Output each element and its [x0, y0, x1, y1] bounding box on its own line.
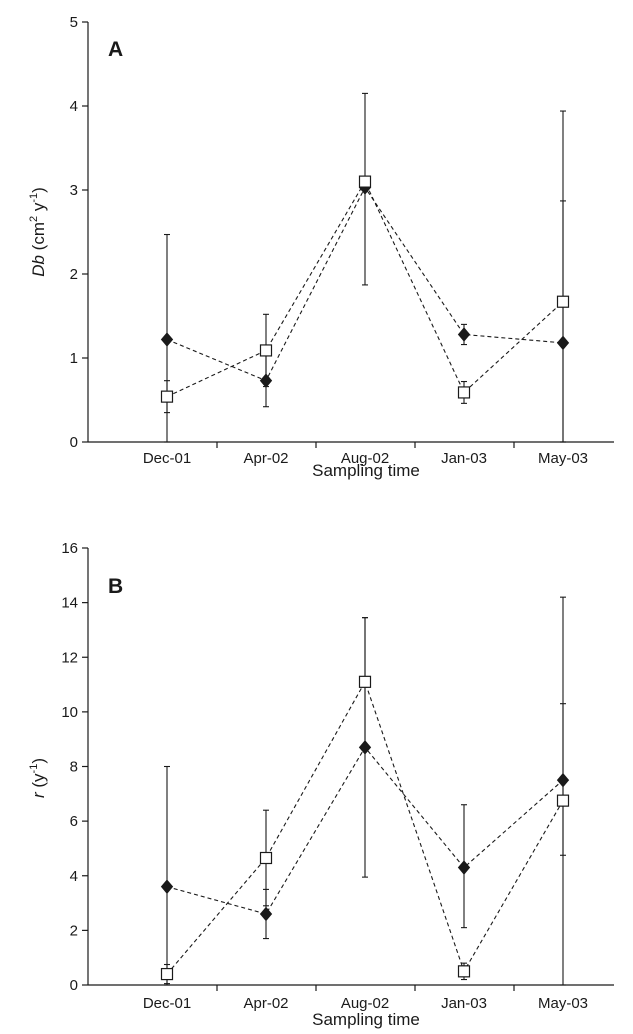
y-tick-label: 4 [70, 98, 78, 115]
series-line-2 [166, 680, 564, 975]
y-axis-title-part: ) [29, 187, 48, 193]
y-axis-title-part: y [29, 202, 48, 216]
y-axis-title: Db (cm2 y-1) [28, 187, 48, 277]
data-point-square [160, 390, 174, 403]
y-tick-label: 2 [70, 922, 78, 939]
y-tick-label: 2 [70, 266, 78, 283]
x-tick-label: Dec-01 [143, 450, 191, 467]
data-point-square [259, 851, 273, 865]
panel-letter: B [108, 575, 123, 598]
data-point-square [457, 965, 471, 978]
x-tick-label: May-03 [538, 450, 588, 467]
x-axis-title: Sampling time [312, 1010, 420, 1029]
panel-a: A Sampling time Db (cm2 y-1) 012345Dec-0… [28, 14, 614, 480]
panel-letter: A [108, 38, 123, 61]
y-tick-label: 3 [70, 182, 78, 199]
y-tick-label: 4 [70, 868, 78, 885]
y-axis-title-part: ) [29, 758, 48, 764]
data-point-diamond [457, 327, 471, 342]
data-point-square [358, 175, 372, 188]
y-tick-label: 0 [70, 434, 78, 451]
data-point-square [556, 794, 570, 807]
x-axis-title: Sampling time [312, 461, 420, 480]
data-point-square [358, 675, 372, 688]
x-tick-label: Apr-02 [243, 995, 288, 1012]
y-axis-title-part: (y [29, 773, 48, 792]
y-axis-title-italic: Db [29, 255, 48, 277]
y-tick-label: 8 [70, 759, 78, 776]
data-point-diamond [259, 906, 273, 922]
panel-b: B Sampling time r (y-1) 0 2 4 6 8 10 12 14 16 Dec… [28, 540, 614, 1029]
x-tick-label: Aug-02 [341, 450, 389, 467]
x-tick-label: Aug-02 [341, 995, 389, 1012]
y-axis-title-sup: -1 [28, 193, 40, 203]
y-axis-title-part: (cm [29, 222, 48, 255]
x-tick-label: Jan-03 [441, 450, 487, 467]
data-point-diamond [160, 879, 174, 894]
y-tick-label: 1 [70, 350, 78, 367]
y-axis-title: r (y-1) [28, 758, 48, 798]
y-axis-title-italic: r [29, 791, 48, 798]
x-tick-label: May-03 [538, 995, 588, 1012]
data-point-square [457, 386, 471, 399]
x-tick-label: Dec-01 [143, 995, 191, 1012]
y-tick-label: 5 [70, 14, 78, 31]
y-axis-title-sup: 2 [28, 216, 40, 222]
x-tick-label: Apr-02 [243, 450, 288, 467]
data-point-square [259, 344, 273, 357]
y-tick-label: 12 [61, 649, 78, 666]
y-tick-label: 0 [70, 977, 78, 994]
data-point-diamond [457, 860, 471, 875]
y-tick-label: 16 [61, 540, 78, 557]
y-tick-label: 14 [61, 595, 78, 612]
data-point-diamond [160, 332, 174, 347]
data-point-square [160, 967, 174, 981]
x-tick-label: Jan-03 [441, 995, 487, 1012]
data-point-square [556, 295, 570, 308]
y-tick-label: 10 [61, 704, 78, 721]
y-axis-title-sup: -1 [28, 764, 40, 774]
y-tick-label: 6 [70, 813, 78, 830]
